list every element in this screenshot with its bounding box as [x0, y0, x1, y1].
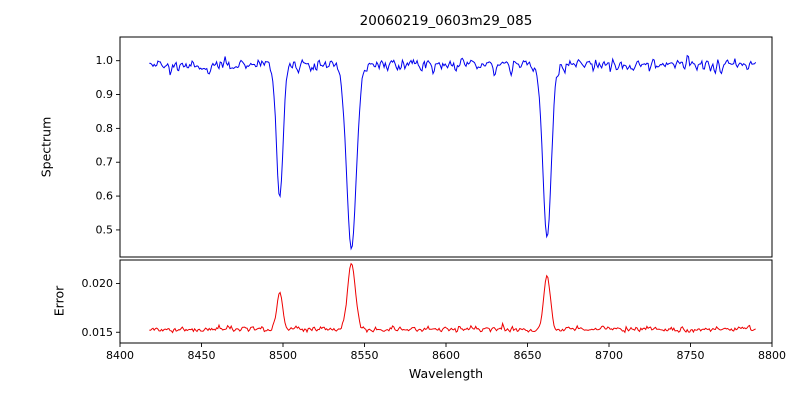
y-tick-label: 0.6: [96, 190, 114, 203]
y-tick-label: 1.0: [96, 54, 114, 67]
x-tick-label: 8400: [106, 349, 134, 362]
chart-title: 20060219_0603m29_085: [359, 13, 533, 29]
y-tick-label: 0.8: [96, 122, 114, 135]
x-tick-label: 8450: [188, 349, 216, 362]
error-panel-frame: [119, 259, 773, 344]
y-tick-label: 0.5: [96, 223, 114, 236]
y-tick-label: 0.7: [96, 156, 114, 169]
spectrum-curve: [149, 54, 757, 251]
x-tick-label: 8800: [758, 349, 786, 362]
y-tick-label: 0.9: [96, 88, 114, 101]
x-tick-label: 8600: [432, 349, 460, 362]
error-curve: [149, 262, 756, 334]
x-tick-label: 8550: [351, 349, 379, 362]
x-tick-label: 8750: [677, 349, 705, 362]
x-tick-label: 8700: [595, 349, 623, 362]
x-axis-label: Wavelength: [408, 366, 484, 381]
y-tick-label: 0.015: [82, 326, 114, 339]
x-tick-label: 8650: [514, 349, 542, 362]
x-tick-label: 8500: [269, 349, 297, 362]
y-tick-label: 0.020: [82, 277, 114, 290]
spectrum-panel-frame: [119, 36, 773, 258]
